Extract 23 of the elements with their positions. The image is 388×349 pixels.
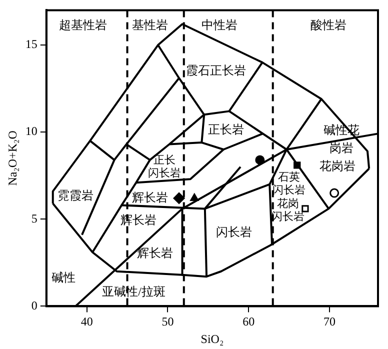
x-tick-label: 50	[162, 314, 174, 329]
annotation: 霓霞岩	[58, 188, 94, 203]
annotation: 辉长岩	[132, 190, 168, 204]
annotation: 辉长岩	[136, 246, 173, 260]
annotation: 超基性岩	[58, 18, 107, 32]
annotation: 基性岩	[132, 18, 168, 32]
annotation: 中性岩	[201, 18, 238, 32]
y-tick-label: 5	[31, 211, 38, 226]
y-tick-label: 15	[25, 37, 38, 52]
annotation: 霞石正长岩	[186, 63, 246, 78]
annotation: 石英闪长岩	[272, 170, 306, 197]
annotation: 闪长岩	[216, 225, 252, 240]
y-tick-label: 10	[25, 124, 38, 138]
x-tick-label: 40	[80, 314, 93, 329]
y-axis-title: Na₂O+K₂O	[5, 130, 20, 186]
x-tick-label: 70	[323, 314, 336, 329]
annotation: 花岗岩	[320, 159, 356, 174]
y-tick-label: 0	[31, 298, 38, 312]
annotation: 碱性	[51, 270, 76, 284]
x-tick-label: 60	[242, 314, 255, 329]
annotation: 酸性岩	[310, 18, 347, 32]
annotation: 正长岩	[208, 122, 244, 136]
x-axis-title: SiO₂	[200, 332, 224, 346]
